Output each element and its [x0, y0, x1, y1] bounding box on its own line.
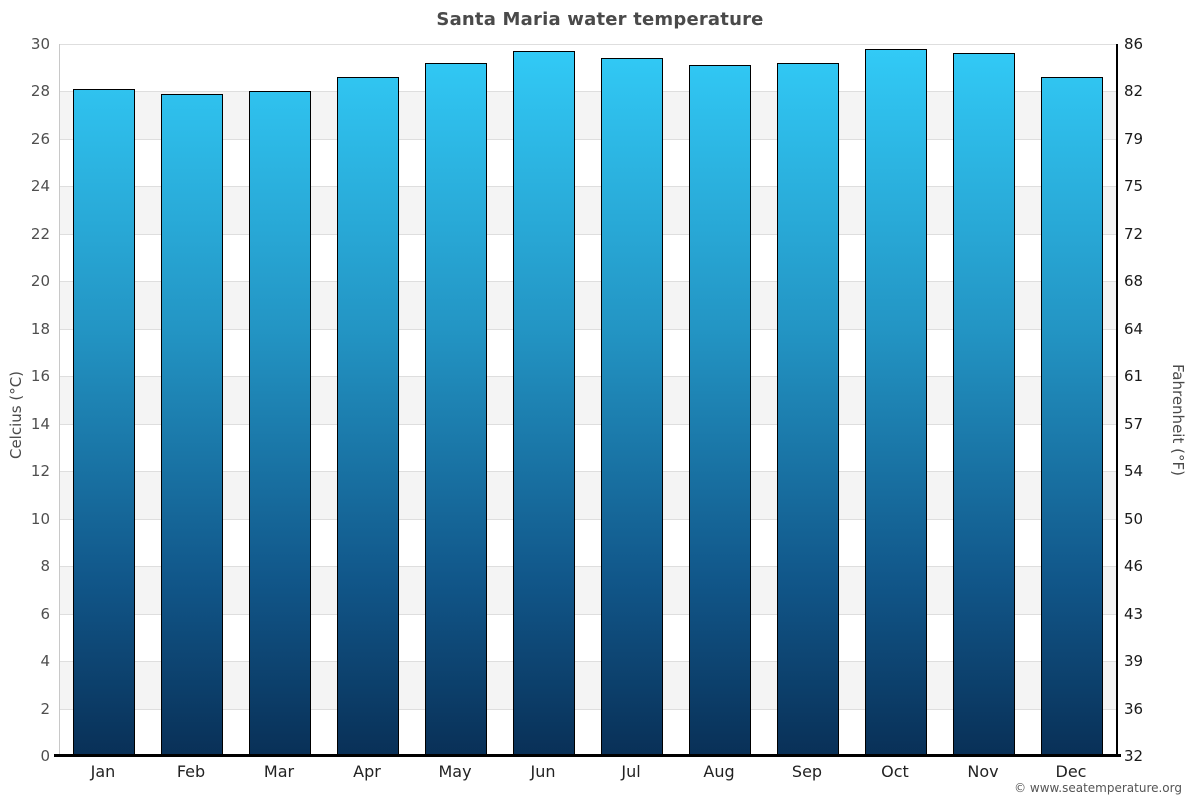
y-axis-label-celsius: 16 — [30, 367, 50, 386]
y-axis-label-fahrenheit: 43 — [1124, 604, 1144, 623]
y-axis-label-fahrenheit: 64 — [1124, 319, 1144, 338]
gridline — [60, 518, 1116, 520]
y-axis-label-fahrenheit: 68 — [1124, 272, 1144, 291]
bar-mar[interactable] — [249, 91, 311, 756]
plot-area — [59, 44, 1118, 756]
y-axis-label-fahrenheit: 50 — [1124, 509, 1144, 528]
y-axis-label-fahrenheit: 79 — [1124, 129, 1144, 148]
x-axis-label-nov: Nov — [967, 762, 999, 781]
x-axis-label-jan: Jan — [90, 762, 116, 781]
gridline — [60, 44, 1116, 45]
x-axis-label-oct: Oct — [881, 762, 909, 781]
y-axis-label-celsius: 10 — [30, 509, 50, 528]
y-axis-label-fahrenheit: 82 — [1124, 82, 1144, 101]
gridline — [60, 423, 1116, 425]
grid-band — [60, 376, 1116, 424]
x-axis-label-may: May — [438, 762, 472, 781]
bar-jan[interactable] — [73, 89, 135, 756]
y-axis-label-fahrenheit: 39 — [1124, 652, 1144, 671]
gridline — [60, 186, 1116, 188]
bar-may[interactable] — [425, 62, 487, 756]
gridline — [60, 328, 1116, 330]
y-axis-label-celsius: 20 — [30, 272, 50, 291]
y-axis-label-fahrenheit: 75 — [1124, 177, 1144, 196]
x-axis-label-feb: Feb — [176, 762, 206, 781]
y-axis-label-celsius: 28 — [30, 82, 50, 101]
y-axis-label-fahrenheit: 61 — [1124, 367, 1144, 386]
gridline — [60, 233, 1116, 235]
grid-band — [60, 471, 1116, 519]
x-axis-label-aug: Aug — [703, 762, 735, 781]
grid-band — [60, 661, 1116, 709]
y-axis-label-celsius: 26 — [30, 129, 50, 148]
gridline — [60, 613, 1116, 615]
gridline — [60, 376, 1116, 378]
y-axis-label-celsius: 2 — [40, 699, 50, 718]
bar-apr[interactable] — [337, 77, 399, 756]
gridline — [60, 471, 1116, 473]
grid-band — [60, 281, 1116, 329]
grid-band — [60, 566, 1116, 614]
chart-title: Santa Maria water temperature — [436, 9, 764, 30]
y-axis-label-celsius: 4 — [40, 652, 50, 671]
y-axis-label-celsius: 12 — [30, 462, 50, 481]
y-axis-label-fahrenheit: 36 — [1124, 699, 1144, 718]
bar-sep[interactable] — [777, 62, 839, 756]
gridline — [60, 566, 1116, 568]
bar-feb[interactable] — [161, 93, 223, 756]
y-axis-label-fahrenheit: 46 — [1124, 557, 1144, 576]
gridline — [60, 281, 1116, 283]
gridline — [60, 91, 1116, 93]
y-axis-label-fahrenheit: 57 — [1124, 414, 1144, 433]
x-axis-label-sep: Sep — [791, 762, 823, 781]
y-axis-label-fahrenheit: 86 — [1124, 35, 1144, 53]
x-axis-label-apr: Apr — [353, 762, 381, 781]
y-axis-label-celsius: 18 — [30, 319, 50, 338]
x-axis-label-mar: Mar — [263, 762, 295, 781]
bar-dec[interactable] — [1041, 77, 1103, 756]
bar-oct[interactable] — [865, 48, 927, 756]
gridline — [60, 708, 1116, 710]
y-axis-label-fahrenheit: 32 — [1124, 747, 1144, 765]
y-axis-label-celsius: 8 — [40, 557, 50, 576]
grid-band — [60, 91, 1116, 139]
x-axis-line — [54, 754, 1121, 757]
y-axis-label-celsius: 30 — [30, 35, 50, 53]
bar-nov[interactable] — [953, 53, 1015, 756]
x-axis-label-jul: Jul — [621, 762, 641, 781]
y-axis-label-celsius: 14 — [30, 414, 50, 433]
x-axis-label-jun: Jun — [530, 762, 556, 781]
y-axis-label-celsius: 24 — [30, 177, 50, 196]
copyright-text: © www.seatemperature.org — [1014, 781, 1182, 795]
grid-band — [60, 186, 1116, 234]
bar-aug[interactable] — [689, 65, 751, 756]
y-axis-label-fahrenheit: 54 — [1124, 462, 1144, 481]
y-axis-label-celsius: 22 — [30, 224, 50, 243]
y-axis-label-celsius: 6 — [40, 604, 50, 623]
gridline — [60, 661, 1116, 663]
y-axis-label-celsius: 0 — [40, 747, 50, 765]
y-axis-label-fahrenheit: 72 — [1124, 224, 1144, 243]
bar-jun[interactable] — [513, 51, 575, 756]
bar-jul[interactable] — [601, 58, 663, 756]
gridline — [60, 138, 1116, 140]
x-axis-label-dec: Dec — [1055, 762, 1087, 781]
